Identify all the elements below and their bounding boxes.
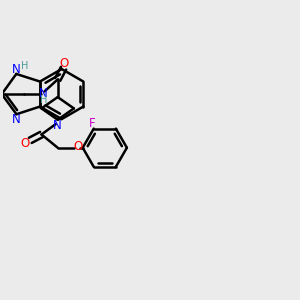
Text: N: N	[53, 119, 62, 132]
Text: O: O	[59, 57, 69, 70]
Text: N: N	[12, 113, 21, 126]
Text: O: O	[20, 137, 30, 150]
Text: H: H	[40, 95, 47, 105]
Text: H: H	[21, 61, 29, 71]
Text: N: N	[39, 87, 48, 100]
Text: O: O	[73, 140, 82, 153]
Text: N: N	[12, 63, 21, 76]
Text: F: F	[89, 116, 96, 130]
